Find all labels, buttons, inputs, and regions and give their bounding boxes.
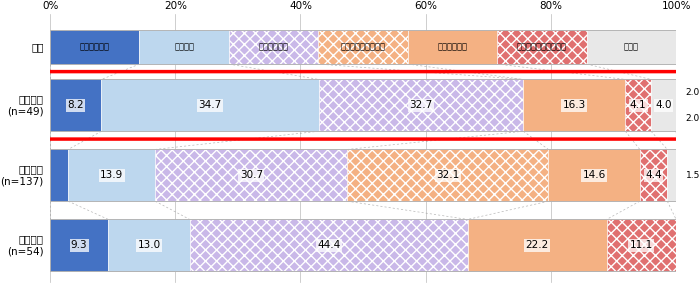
- Text: 無回答: 無回答: [624, 43, 639, 52]
- Text: 8.2: 8.2: [67, 100, 84, 110]
- Bar: [50, 219, 108, 271]
- Text: 16.3: 16.3: [563, 100, 586, 110]
- Text: 30.7: 30.7: [240, 170, 263, 180]
- Text: 32.1: 32.1: [436, 170, 459, 180]
- Text: そう思わない: そう思わない: [438, 43, 468, 52]
- Bar: [190, 219, 468, 271]
- Bar: [68, 150, 155, 201]
- Text: あまりそう思わない: あまりそう思わない: [341, 43, 386, 52]
- Text: 34.7: 34.7: [198, 100, 222, 110]
- Bar: [108, 219, 190, 271]
- Bar: [50, 150, 68, 201]
- Bar: [229, 30, 318, 64]
- Bar: [524, 79, 625, 131]
- Text: 40%: 40%: [289, 1, 312, 11]
- Bar: [408, 30, 497, 64]
- Bar: [667, 150, 677, 201]
- Bar: [651, 79, 676, 131]
- Bar: [50, 30, 676, 64]
- Text: 11.1: 11.1: [630, 240, 653, 250]
- Bar: [468, 219, 607, 271]
- Text: 0%: 0%: [42, 1, 58, 11]
- Text: まったくそう思わない: まったくそう思わない: [517, 43, 567, 52]
- Bar: [318, 30, 408, 64]
- Text: 100%: 100%: [662, 1, 691, 11]
- Text: 4.0: 4.0: [655, 100, 672, 110]
- Text: 9.3: 9.3: [71, 240, 88, 250]
- Text: 凡例: 凡例: [32, 42, 44, 52]
- Text: 強くそう思う: 強くそう思う: [80, 43, 110, 52]
- Bar: [50, 79, 102, 131]
- Bar: [548, 150, 640, 201]
- Text: 44.4: 44.4: [317, 240, 340, 250]
- Text: 2.0: 2.0: [685, 88, 700, 97]
- Text: 低成果群
(n=54): 低成果群 (n=54): [7, 235, 44, 256]
- Bar: [50, 30, 139, 64]
- Text: そう思う: そう思う: [174, 43, 194, 52]
- Text: 4.1: 4.1: [630, 100, 647, 110]
- Text: ややそう思う: ややそう思う: [258, 43, 288, 52]
- Text: 13.0: 13.0: [137, 240, 160, 250]
- Text: 高成果群
(n=49): 高成果群 (n=49): [7, 94, 44, 116]
- Bar: [607, 219, 676, 271]
- Bar: [50, 150, 676, 201]
- Text: 60%: 60%: [414, 1, 438, 11]
- Text: 22.2: 22.2: [526, 240, 549, 250]
- Bar: [102, 79, 318, 131]
- Text: 2.0: 2.0: [685, 114, 700, 123]
- Bar: [318, 79, 524, 131]
- Text: 13.9: 13.9: [100, 170, 123, 180]
- Text: 4.4: 4.4: [645, 170, 662, 180]
- Bar: [139, 30, 229, 64]
- Bar: [640, 150, 667, 201]
- Bar: [155, 150, 347, 201]
- Text: 中成果群
(n=137): 中成果群 (n=137): [1, 165, 44, 186]
- Text: 32.7: 32.7: [410, 100, 433, 110]
- Bar: [347, 150, 548, 201]
- Bar: [497, 30, 587, 64]
- Bar: [587, 30, 676, 64]
- Bar: [50, 219, 676, 271]
- Text: 1.5: 1.5: [685, 171, 700, 180]
- Text: 14.6: 14.6: [582, 170, 606, 180]
- Text: 80%: 80%: [540, 1, 562, 11]
- Bar: [625, 79, 651, 131]
- Text: 20%: 20%: [164, 1, 187, 11]
- Bar: [50, 79, 676, 131]
